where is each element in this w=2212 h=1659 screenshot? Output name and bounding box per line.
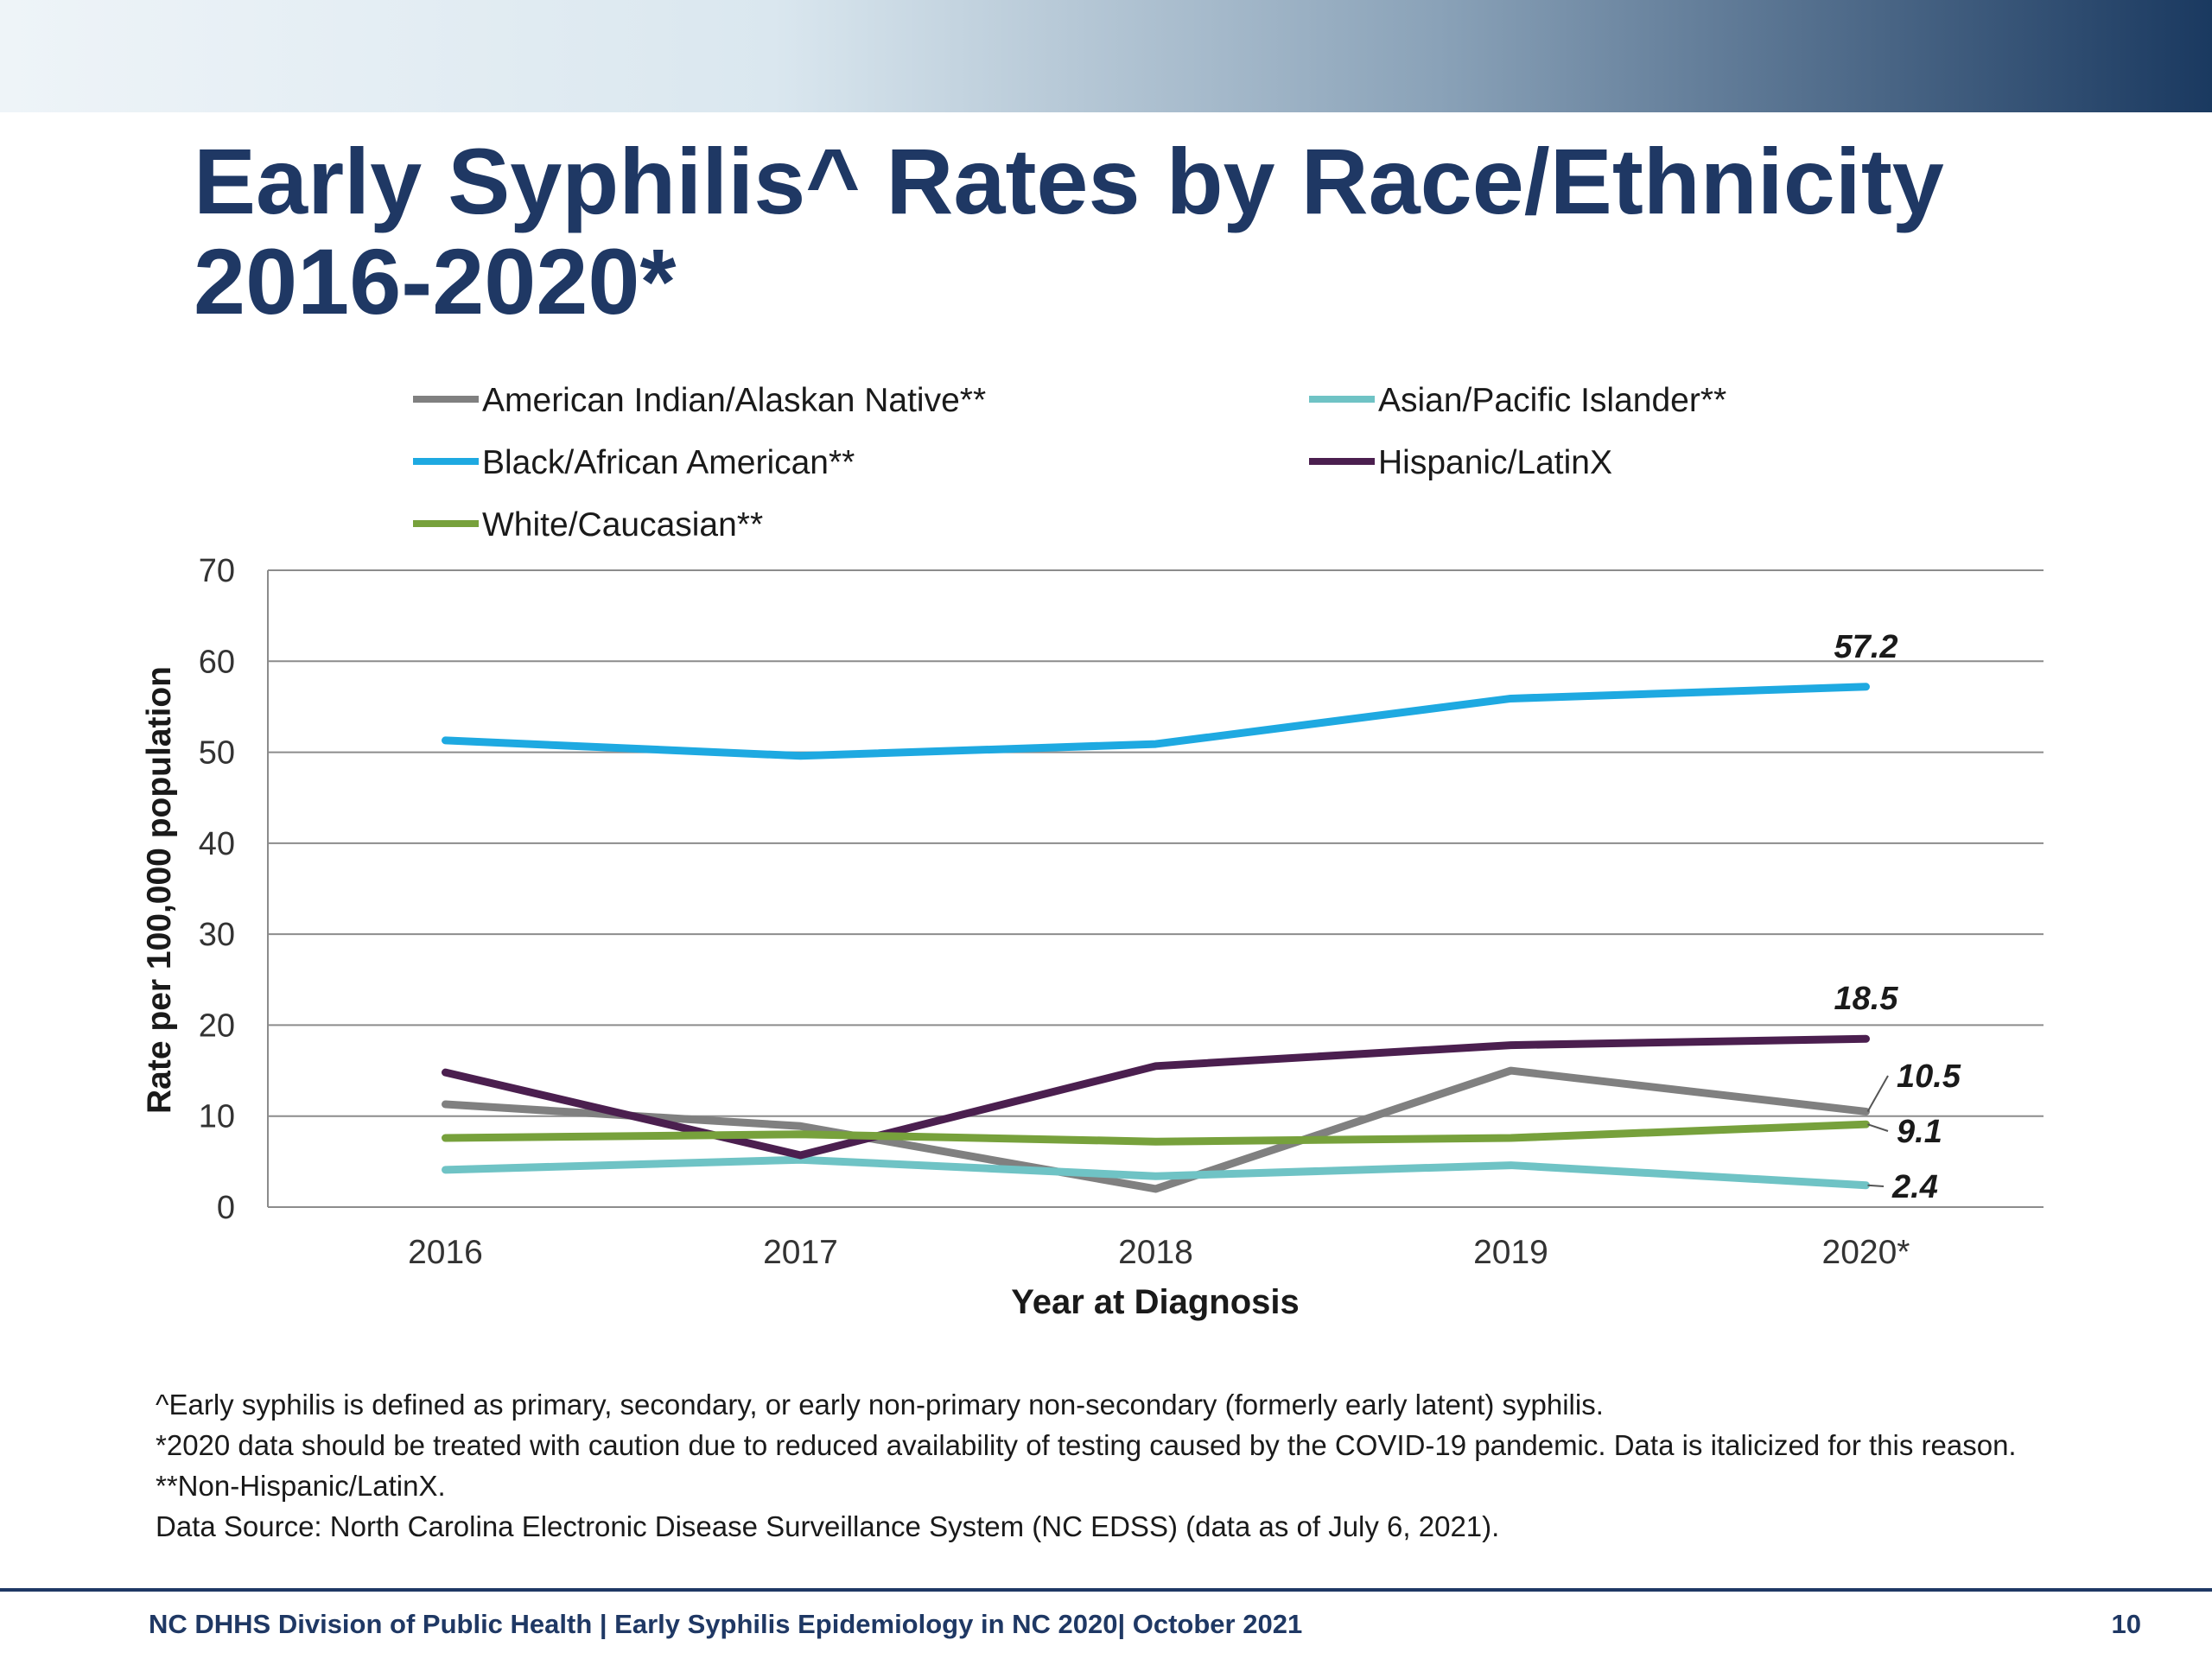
- x-tick-label: 2019: [1473, 1234, 1548, 1271]
- series-line-asian-pacific-islander: [442, 1155, 1870, 1190]
- x-tick-label: 2017: [763, 1234, 838, 1271]
- footnotes: ^Early syphilis is defined as primary, s…: [156, 1384, 2143, 1547]
- y-tick-label: 0: [217, 1190, 235, 1226]
- legend-label-white-caucasian: White/Caucasian**: [482, 506, 763, 543]
- legend-label-american-indian-alaskan-native: American Indian/Alaskan Native**: [482, 382, 986, 419]
- y-tick-label: 70: [199, 553, 235, 589]
- chart-series: [442, 683, 1870, 1193]
- y-axis-label: Rate per 100,000 population: [141, 666, 178, 1114]
- x-tick-label: 2020*: [1822, 1234, 1910, 1271]
- chart-legend: American Indian/Alaskan Native** Asian/Pa…: [413, 382, 1726, 543]
- data-label-leader: [1867, 1123, 1889, 1132]
- data-label-american-indian-alaskan-native: 10.5: [1897, 1058, 1961, 1095]
- legend-label-asian-pacific-islander: Asian/Pacific Islander**: [1378, 382, 1726, 419]
- data-label-asian-pacific-islander: 2.4: [1891, 1169, 1938, 1205]
- y-tick-label: 30: [199, 917, 235, 953]
- series-line-american-indian-alaskan-native: [442, 1066, 1870, 1193]
- footer-text: NC DHHS Division of Public Health | Earl…: [149, 1609, 1303, 1639]
- footnote-2020-caution: *2020 data should be treated with cautio…: [156, 1429, 2017, 1461]
- series-line-black-african-american: [442, 683, 1870, 760]
- slide-title: Early Syphilis^ Rates by Race/Ethnicity …: [194, 131, 2138, 332]
- y-tick-label: 40: [199, 826, 235, 862]
- y-tick-label: 60: [199, 644, 235, 680]
- y-tick-label: 20: [199, 1007, 235, 1044]
- x-tick-label: 2018: [1118, 1234, 1193, 1271]
- legend-label-hispanic-latinx: Hispanic/LatinX: [1378, 444, 1612, 481]
- title-line-1: Early Syphilis^ Rates by Race/Ethnicity: [194, 129, 1944, 233]
- data-labels: 10.5 2.4 57.2 18.5 9.1: [1834, 629, 1961, 1205]
- x-axis-label: Year at Diagnosis: [1011, 1283, 1299, 1321]
- page-number: 10: [2111, 1609, 2141, 1639]
- x-tick-label: 2016: [408, 1234, 483, 1271]
- data-label-leader: [1866, 1075, 1889, 1112]
- data-label-black-african-american: 57.2: [1834, 629, 1898, 665]
- data-label-hispanic-latinx: 18.5: [1834, 981, 1899, 1017]
- footer-rule: [0, 1588, 2212, 1592]
- data-label-white-caucasian: 9.1: [1897, 1114, 1942, 1150]
- title-line-2: 2016-2020*: [194, 229, 677, 334]
- y-tick-label: 50: [199, 735, 235, 772]
- footnote-non-hispanic: **Non-Hispanic/LatinX.: [156, 1470, 446, 1502]
- footnote-data-source: Data Source: North Carolina Electronic D…: [156, 1510, 1500, 1542]
- footnote-early-syphilis: ^Early syphilis is defined as primary, s…: [156, 1389, 1604, 1421]
- data-label-leader: [1867, 1184, 1885, 1187]
- x-axis-tick-labels: 2016 2017 2018 2019 2020*: [408, 1234, 1910, 1271]
- series-line-hispanic-latinx: [442, 1034, 1870, 1160]
- series-line-white-caucasian: [442, 1120, 1870, 1146]
- line-chart: American Indian/Alaskan Native** Asian/Pa…: [141, 382, 2044, 1321]
- header-banner: [0, 0, 2212, 112]
- y-tick-label: 10: [199, 1099, 235, 1135]
- y-axis-tick-labels: 0 10 20 30 40 50 60 70: [199, 553, 235, 1226]
- chart-gridlines: [267, 569, 2044, 1208]
- legend-label-black-african-american: Black/African American**: [482, 444, 855, 481]
